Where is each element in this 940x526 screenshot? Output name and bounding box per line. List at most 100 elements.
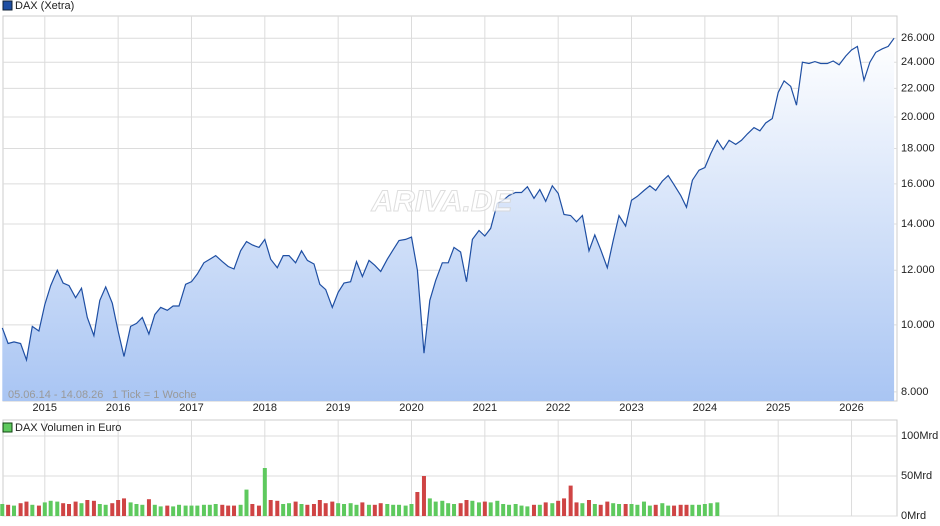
volume-bar — [24, 501, 29, 516]
volume-bar — [213, 504, 218, 516]
volume-bar — [103, 504, 108, 516]
volume-bar — [323, 503, 328, 516]
volume-bar — [715, 502, 720, 516]
volume-bar — [568, 485, 573, 516]
volume-bar — [452, 504, 457, 516]
x-tick-label: 2017 — [179, 402, 203, 414]
volume-bar — [537, 504, 542, 516]
legend-swatch — [2, 0, 13, 11]
volume-bar — [598, 504, 603, 516]
volume-bar — [617, 504, 622, 516]
volume-bar — [48, 500, 53, 516]
y-tick-label: 0Mrd — [901, 510, 926, 522]
volume-bar — [684, 504, 689, 516]
volume-bar — [268, 500, 273, 516]
volume-bar — [482, 501, 487, 516]
volume-bar — [122, 498, 127, 516]
volume-bar — [574, 502, 579, 516]
volume-bar — [409, 504, 414, 516]
legend-label: DAX (Xetra) — [15, 0, 74, 12]
volume-bar — [433, 501, 438, 516]
y-tick-label: 18.000 — [901, 142, 935, 154]
volume-bar — [207, 504, 212, 516]
x-tick-label: 2019 — [326, 402, 350, 414]
volume-bar — [708, 503, 713, 516]
volume-bar — [348, 503, 353, 516]
volume-bar — [85, 500, 90, 516]
volume-bar — [513, 504, 518, 516]
y-tick-label: 16.000 — [901, 178, 935, 190]
volume-bar — [158, 506, 163, 516]
volume-bar — [385, 504, 390, 516]
volume-bar — [189, 505, 194, 516]
volume-bar — [501, 504, 506, 516]
volume-bar — [458, 503, 463, 516]
volume-bar — [55, 501, 60, 516]
volume-bar — [488, 502, 493, 516]
volume-bar — [507, 504, 512, 516]
x-tick-label: 2018 — [253, 402, 277, 414]
x-tick-label: 2022 — [546, 402, 570, 414]
volume-bar — [525, 506, 530, 516]
volume-bar — [592, 504, 597, 516]
volume-bar — [586, 500, 591, 516]
area-fill — [2, 38, 895, 401]
volume-bar — [690, 504, 695, 516]
volume-bar — [660, 503, 665, 516]
volume-bar — [311, 504, 316, 516]
volume-bar — [696, 504, 701, 516]
volume-bar — [550, 503, 555, 516]
volume-bar — [678, 504, 683, 516]
y-tick-label: 8.000 — [901, 386, 929, 398]
y-tick-label: 22.000 — [901, 82, 935, 94]
volume-bar — [0, 504, 5, 516]
volume-bar — [641, 501, 646, 516]
volume-bar — [372, 504, 377, 516]
volume-bar — [305, 504, 310, 516]
volume-bar — [165, 505, 170, 516]
y-tick-label: 20.000 — [901, 111, 935, 123]
volume-bar — [440, 500, 445, 516]
volume-bar — [403, 505, 408, 516]
volume-bar — [12, 505, 17, 516]
volume-bar — [317, 500, 322, 516]
volume-bar — [495, 500, 500, 516]
volume-bar — [97, 504, 102, 516]
volume-bar — [421, 476, 426, 516]
volume-bar — [330, 501, 335, 516]
volume-bar — [666, 505, 671, 516]
volume-bar — [342, 504, 347, 516]
volume-bar — [110, 503, 115, 516]
volume-bar — [281, 504, 286, 516]
volume-bar — [177, 504, 182, 516]
volume-bar — [562, 498, 567, 516]
volume-bar — [30, 504, 35, 516]
y-tick-label: 10.000 — [901, 319, 935, 331]
volume-bar — [73, 501, 78, 516]
volume-bar — [128, 502, 133, 516]
volume-bar — [91, 500, 96, 516]
x-tick-label: 2024 — [693, 402, 717, 414]
legend-swatch — [2, 422, 13, 433]
volume-bar — [42, 502, 47, 516]
volume-bar — [378, 503, 383, 516]
volume-bar — [232, 505, 237, 516]
volume-bar — [446, 503, 451, 516]
y-tick-label: 100Mrd — [901, 430, 938, 442]
volume-bar — [262, 468, 267, 516]
volume-bar — [611, 503, 616, 516]
legend-label: DAX Volumen in Euro — [15, 422, 121, 434]
volume-bar — [354, 504, 359, 516]
volume-bar — [427, 498, 432, 516]
volume-bar — [256, 505, 261, 516]
x-tick-label: 2016 — [106, 402, 130, 414]
volume-bar — [470, 500, 475, 516]
volume-bar — [293, 501, 298, 516]
watermark: ARIVA.DE — [370, 185, 513, 218]
y-tick-label: 14.000 — [901, 218, 935, 230]
volume-bar — [226, 505, 231, 516]
x-tick-label: 2021 — [473, 402, 497, 414]
volume-bar — [250, 504, 255, 516]
volume-bar — [238, 504, 243, 516]
volume-bar — [36, 505, 41, 516]
